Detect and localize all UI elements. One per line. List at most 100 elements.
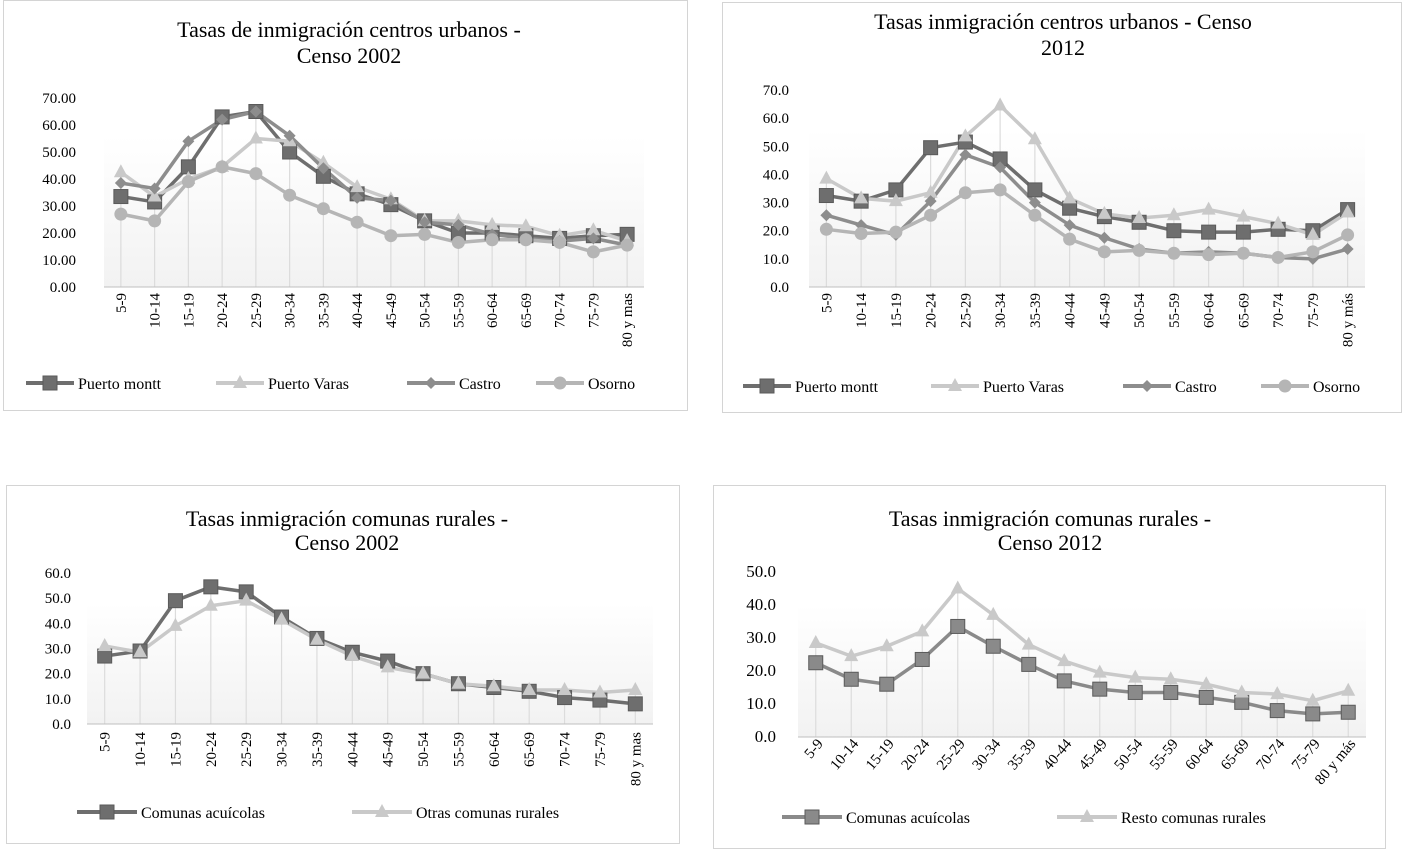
legend-label-1: Comunas acuícolas	[141, 805, 265, 822]
series-3-point	[384, 194, 397, 207]
chart-svg-rurales-2002: Tasas inmigración comunas rurales -Censo…	[45, 506, 653, 822]
series-1-point	[1127, 684, 1143, 700]
series-1-point	[1269, 703, 1285, 719]
series-4-point	[451, 235, 465, 249]
series-1-point	[879, 676, 895, 692]
series-3-point	[820, 209, 833, 222]
series-2-point	[350, 179, 365, 193]
y-tick-label: 50.0	[746, 562, 776, 581]
series-2-point	[248, 130, 263, 144]
series-1-point	[1027, 182, 1043, 198]
x-tick-label: 45-49	[384, 293, 400, 328]
series-4-point	[1306, 245, 1320, 259]
series-line-2	[815, 586, 1349, 703]
series-1-point	[843, 671, 859, 687]
series-2-point	[1027, 131, 1042, 145]
legend-marker-4	[1278, 379, 1292, 393]
legend-label-4: Osorno	[588, 376, 635, 393]
chart-title-line-1: Tasas inmigración comunas rurales -	[889, 506, 1211, 531]
x-tick-label: 60-64	[487, 732, 503, 767]
y-tick-label: 0.0	[755, 727, 776, 746]
series-2-point	[1305, 692, 1320, 706]
x-tick-label: 5-9	[819, 293, 835, 313]
y-tick-label: 0.0	[52, 717, 71, 733]
series-1-point	[1201, 224, 1217, 240]
series-1-point	[1166, 223, 1182, 239]
series-2-point	[586, 222, 601, 236]
legend-marker-1	[42, 375, 58, 391]
x-tick-label: 25-29	[239, 732, 255, 767]
x-tick-label: 20-24	[204, 732, 220, 767]
x-tick-label: 35-39	[310, 732, 326, 767]
x-tick-label: 20-24	[924, 293, 940, 328]
x-tick-label: 30-34	[993, 293, 1009, 328]
series-1-point	[167, 593, 183, 609]
x-tick-label: 80 y mas	[620, 293, 636, 347]
series-2-point	[309, 631, 324, 645]
series-1-point	[1021, 656, 1037, 672]
series-3-point	[418, 216, 431, 229]
series-2-point	[1199, 676, 1214, 690]
chart-title-line-1: Tasas de inmigración centros urbanos -	[177, 17, 521, 42]
series-4-point	[1132, 243, 1146, 257]
series-2-point	[986, 606, 1001, 620]
series-4-point	[1236, 246, 1250, 260]
legend-label-1: Comunas acuícolas	[846, 810, 970, 827]
x-tick-label: 50-54	[416, 732, 432, 767]
series-4-point	[316, 202, 330, 216]
x-tick-label: 30-34	[283, 293, 299, 328]
x-tick-label: 45-49	[1076, 736, 1111, 773]
x-tick-label: 40-44	[1041, 736, 1076, 773]
chart-title-line-2: Censo 2002	[297, 43, 402, 68]
series-1-point	[627, 696, 643, 712]
series-2-point	[844, 648, 859, 662]
series-2-point	[1201, 201, 1216, 215]
series-2-point	[1057, 653, 1072, 667]
series-2-point	[1271, 215, 1286, 229]
y-tick-label: 10.00	[42, 253, 76, 269]
series-4-point	[485, 233, 499, 247]
series-1-point	[985, 638, 1001, 654]
x-tick-label: 30-34	[275, 732, 291, 767]
series-2-point	[416, 665, 431, 679]
series-2-point	[518, 218, 533, 232]
legend-marker-2	[1080, 809, 1094, 822]
series-4-point	[819, 222, 833, 236]
y-tick-label: 10.0	[763, 252, 789, 268]
series-4-point	[418, 227, 432, 241]
series-1-point	[950, 618, 966, 634]
series-1-point	[914, 651, 930, 667]
series-2-point	[203, 597, 218, 611]
series-3-point	[1063, 219, 1076, 232]
x-tick-label: 50-54	[1132, 293, 1148, 328]
y-tick-label: 0.00	[50, 280, 76, 296]
y-tick-label: 40.0	[746, 595, 776, 614]
x-tick-label: 50-54	[1112, 736, 1147, 773]
series-line-2	[104, 598, 636, 695]
series-1-point	[1235, 224, 1251, 240]
legend-marker-1	[804, 809, 820, 825]
x-tick-label: 75-79	[1306, 293, 1322, 328]
series-2-point	[451, 675, 466, 689]
legend-label-1: Puerto montt	[795, 379, 879, 396]
legend-label-4: Osorno	[1313, 379, 1360, 396]
y-tick-label: 10.0	[746, 694, 776, 713]
chart-panel-urbanos-2012: Tasas inmigración centros urbanos - Cens…	[722, 2, 1402, 413]
series-2-point	[133, 644, 148, 658]
series-2-point	[1270, 686, 1285, 700]
legend-marker-2	[233, 375, 247, 388]
legend-marker-2	[375, 804, 389, 817]
series-4-point	[384, 229, 398, 243]
series-4-point	[924, 208, 938, 222]
series-4-point	[1341, 228, 1355, 242]
series-line-1	[104, 585, 636, 706]
series-2-point	[97, 637, 112, 651]
x-tick-label: 20-24	[899, 736, 934, 773]
series-3-point	[587, 232, 600, 245]
legend-label-2: Puerto Varas	[268, 376, 349, 393]
series-3-point	[924, 195, 937, 208]
legend-marker-3	[425, 377, 437, 389]
series-line-1	[815, 624, 1349, 716]
series-2-point	[1097, 205, 1112, 219]
series-4-point	[586, 245, 600, 259]
